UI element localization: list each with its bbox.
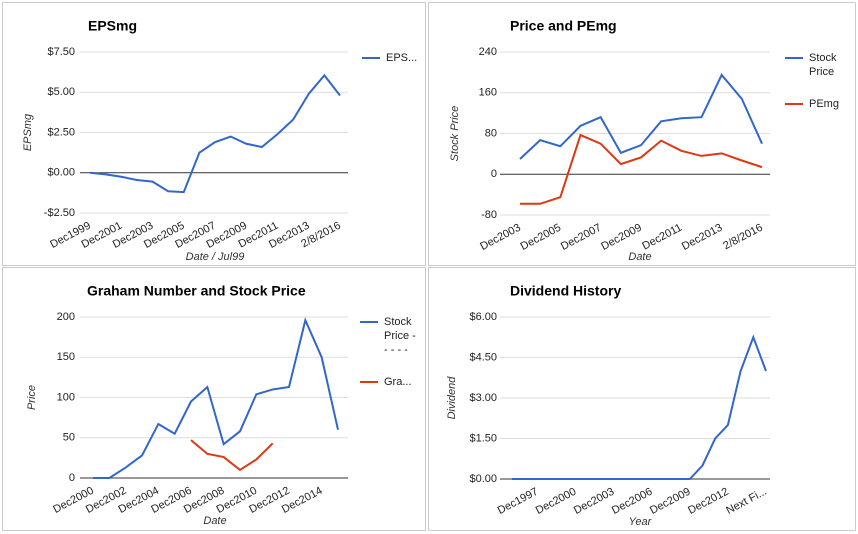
legend-label: PEmg <box>809 98 839 110</box>
y-tick-label: $6.00 <box>469 311 497 323</box>
chart-title: EPSmg <box>88 18 137 34</box>
y-tick-label: 160 <box>479 87 497 99</box>
y-tick-label: $0.00 <box>469 473 497 485</box>
y-tick-label: 100 <box>57 391 75 403</box>
y-tick-label: 200 <box>57 311 75 323</box>
legend-label: EPS... <box>386 52 417 64</box>
x-axis-title: Date / Jul99 <box>186 251 245 263</box>
y-axis-title: Price <box>26 385 38 410</box>
y-tick-label: $3.00 <box>469 392 497 404</box>
legend-label: Stock Price -- - - - <box>384 316 416 356</box>
series-line <box>519 73 763 160</box>
y-tick-label: $7.50 <box>47 46 75 58</box>
y-tick-label: 50 <box>63 432 75 444</box>
panel <box>2 2 426 266</box>
series-line <box>89 73 341 194</box>
x-axis-title: Date <box>628 251 651 263</box>
y-tick-label: 0 <box>491 168 497 180</box>
y-tick-label: $1.50 <box>469 432 497 444</box>
x-axis-title: Year <box>629 516 653 528</box>
y-tick-label: 240 <box>479 46 497 58</box>
legend-label: Stock Price <box>809 52 837 78</box>
legend-label: Gra... <box>384 376 412 388</box>
y-tick-label: -$2.50 <box>44 207 75 219</box>
y-tick-label: 80 <box>485 127 497 139</box>
chart-title: Graham Number and Stock Price <box>87 283 306 299</box>
series-line <box>512 334 767 480</box>
chart-title: Price and PEmg <box>510 18 617 34</box>
y-tick-label: $2.50 <box>47 126 75 138</box>
x-axis-title: Date <box>203 515 226 527</box>
y-axis-title: Dividend <box>446 376 458 420</box>
chart-title: Dividend History <box>510 283 621 299</box>
y-tick-label: $0.00 <box>47 167 75 179</box>
series-line <box>93 317 339 479</box>
panel <box>2 267 426 531</box>
y-tick-label: $4.50 <box>469 351 497 363</box>
y-tick-label: 150 <box>57 351 75 363</box>
y-tick-label: 0 <box>69 472 75 484</box>
series-line <box>520 133 763 205</box>
y-tick-label: $5.00 <box>47 86 75 98</box>
series-line <box>190 439 274 472</box>
y-axis-title: Stock Price <box>449 106 461 162</box>
panel <box>428 267 856 531</box>
y-tick-label: -80 <box>481 209 497 221</box>
y-axis-title: EPSmg <box>22 113 34 151</box>
